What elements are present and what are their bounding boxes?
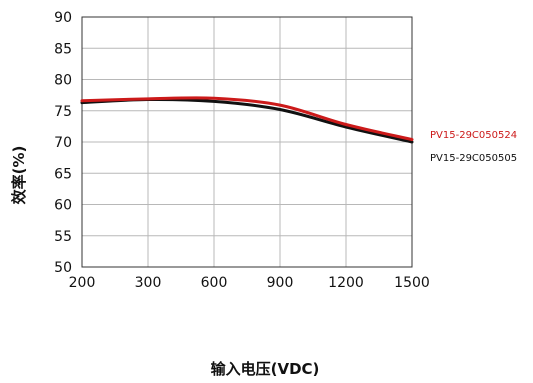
x-tick-label: 300 [135,275,162,291]
y-tick-label: 60 [54,198,72,214]
x-tick-labels: 200 300 600 900 1200 1500 [69,275,430,291]
x-tick-label: 1200 [328,275,364,291]
legend: PV15-29C050524 PV15-29C050505 [430,130,517,164]
series-line-PV15-29C050505 [80,97,414,144]
x-tick-label: 200 [69,275,96,291]
y-tick-label: 70 [54,135,72,151]
x-axis-label: 输入电压(VDC) [211,360,320,378]
series-layer [80,96,414,144]
y-tick-labels: 50 55 60 65 70 75 80 85 90 [54,10,72,276]
y-tick-label: 85 [54,41,72,57]
y-axis-label: 效率(%) [10,146,28,205]
y-tick-label: 65 [54,166,72,182]
y-tick-label: 50 [54,260,72,276]
grid-layer [81,16,413,268]
x-tick-label: 1500 [394,275,430,291]
series-line-PV15-29C050524 [80,96,414,141]
y-tick-label: 80 [54,73,72,89]
y-tick-label: 75 [54,104,72,120]
legend-entry: PV15-29C050524 [430,130,517,141]
y-tick-label: 55 [54,229,72,245]
y-tick-label: 90 [54,10,72,26]
x-tick-label: 600 [201,275,228,291]
legend-entry: PV15-29C050505 [430,153,517,164]
x-tick-label: 900 [267,275,294,291]
